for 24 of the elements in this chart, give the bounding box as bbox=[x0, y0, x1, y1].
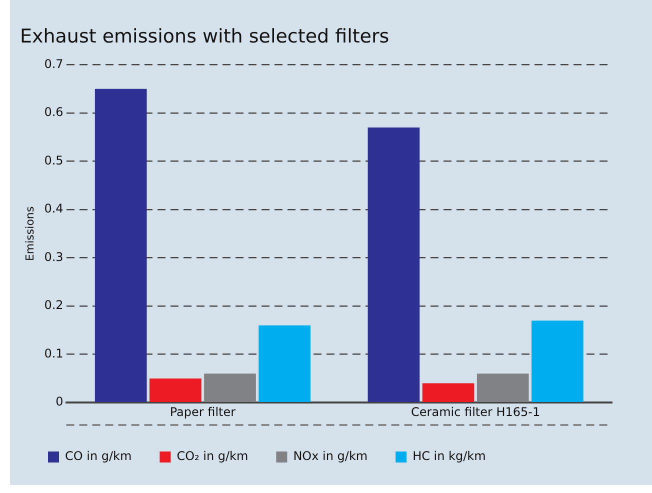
bar bbox=[476, 374, 529, 402]
bar bbox=[422, 383, 474, 402]
bar bbox=[150, 378, 202, 402]
bar bbox=[532, 320, 584, 402]
y-tick-label: 0.1 bbox=[44, 346, 64, 360]
legend-label: NOx in g/km bbox=[293, 449, 368, 464]
legend-label: CO₂ in g/km bbox=[176, 449, 248, 464]
bar bbox=[368, 128, 420, 402]
y-tick-label: 0.2 bbox=[44, 298, 64, 312]
chart-title: Exhaust emissions with selected filters bbox=[20, 25, 390, 48]
legend-label: CO in g/km bbox=[65, 449, 132, 464]
y-tick-label: 0.3 bbox=[44, 250, 64, 264]
x-tick-label: Paper filter bbox=[170, 404, 236, 419]
y-tick-label: 0.4 bbox=[44, 202, 64, 216]
y-tick-label: 0 bbox=[56, 394, 64, 409]
bar bbox=[258, 325, 310, 402]
y-tick-label: 0.6 bbox=[44, 105, 64, 120]
bar bbox=[94, 88, 147, 402]
y-tick-label: 0.7 bbox=[44, 56, 64, 71]
bar bbox=[204, 374, 256, 402]
x-tick-label: Ceramic filter H165-1 bbox=[411, 404, 540, 419]
y-tick-label: 0.5 bbox=[44, 153, 64, 168]
legend-label: HC in kg/km bbox=[412, 449, 486, 464]
y-axis-title: Emissions bbox=[23, 206, 36, 262]
